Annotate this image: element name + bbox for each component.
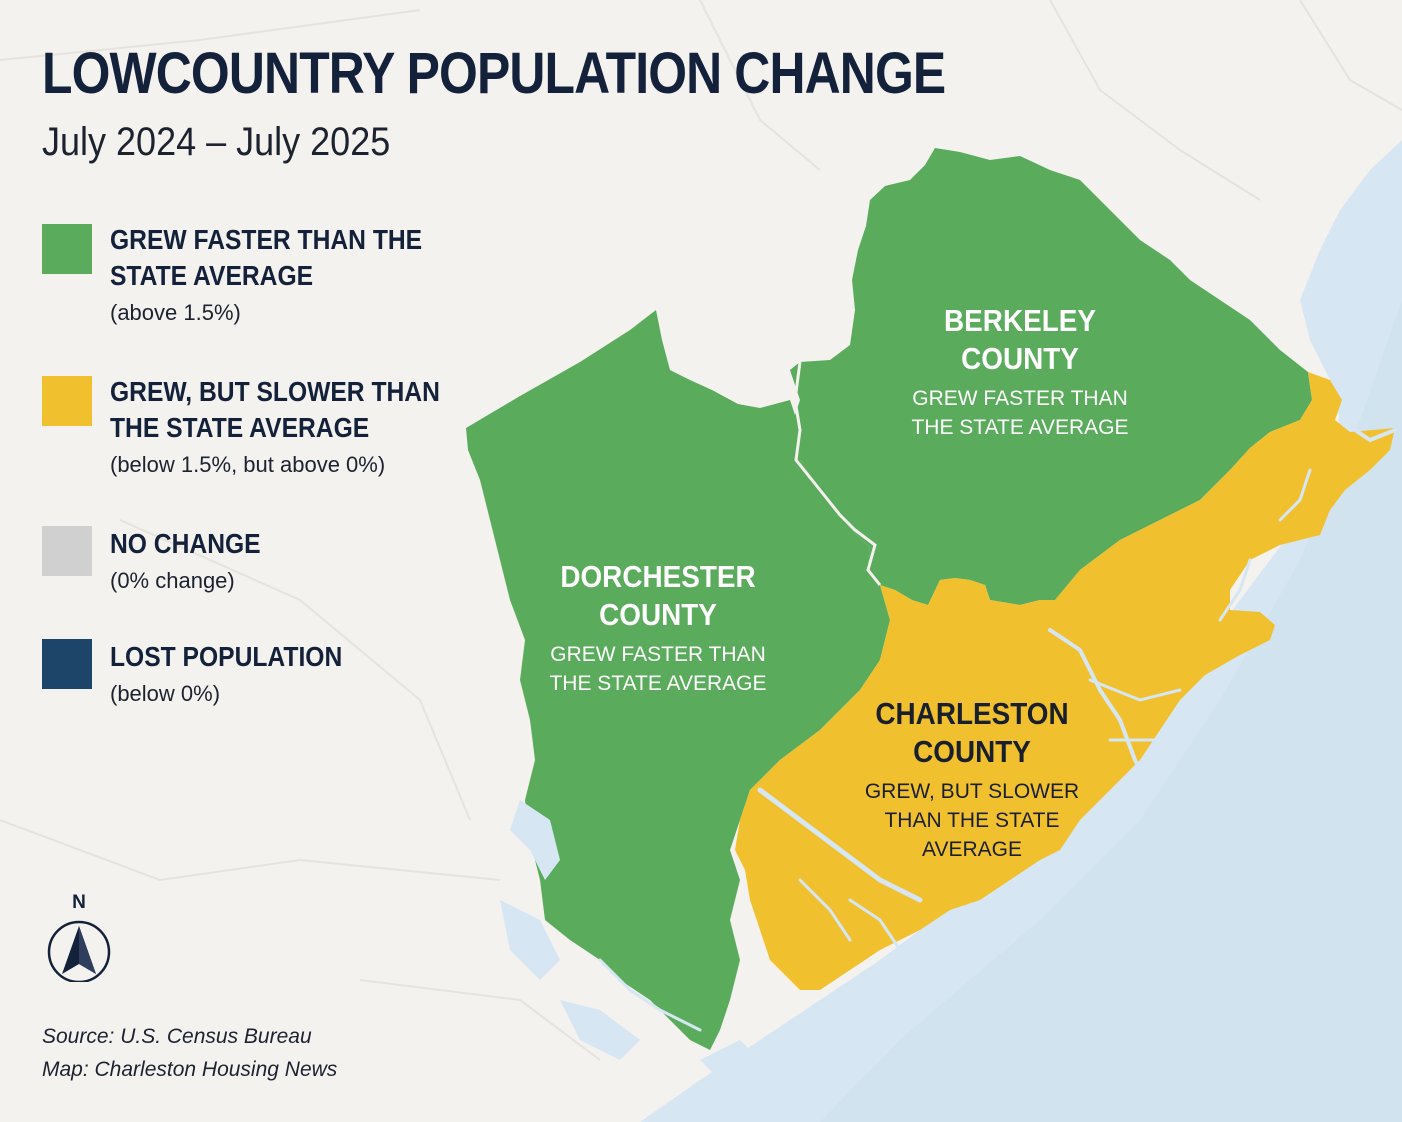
faint-boundaries bbox=[0, 0, 1402, 1061]
legend-item-grew-faster: GREW FASTER THAN THE STATE AVERAGE (abov… bbox=[42, 222, 462, 342]
berkeley-county-shape bbox=[790, 148, 1312, 605]
county-status: GREW FASTER THAN THE STATE AVERAGE bbox=[911, 387, 1129, 439]
legend-item-grew-slower: GREW, BUT SLOWER THAN THE STATE AVERAGE … bbox=[42, 374, 462, 494]
county-status: GREW FASTER THAN THE STATE AVERAGE bbox=[549, 643, 767, 695]
county-divider-river bbox=[793, 361, 882, 586]
legend-heading: LOST POPULATION bbox=[110, 641, 343, 672]
coastal-marsh-water bbox=[500, 800, 760, 1090]
north-label: N bbox=[72, 892, 86, 913]
berkeley-county-label: BERKELEY COUNTY GREW FASTER THAN THE STA… bbox=[910, 302, 1130, 442]
county-name: BERKELEY COUNTY bbox=[944, 303, 1096, 376]
legend-note: (below 1.5%, but above 0%) bbox=[110, 452, 386, 477]
dorchester-county-shape bbox=[466, 310, 890, 1050]
legend-item-lost-population: LOST POPULATION (below 0%) bbox=[42, 639, 462, 719]
legend-swatch-gray bbox=[42, 526, 92, 576]
charleston-county-label: CHARLESTON COUNTY GREW, BUT SLOWER THAN … bbox=[862, 695, 1082, 864]
legend-heading: NO CHANGE bbox=[110, 528, 261, 559]
county-name: DORCHESTER COUNTY bbox=[560, 559, 756, 632]
source-credit: Source: U.S. Census Bureau Map: Charlest… bbox=[42, 1020, 337, 1086]
map-subtitle: July 2024 – July 2025 bbox=[42, 120, 391, 164]
source-line: Source: U.S. Census Bureau bbox=[42, 1025, 312, 1048]
legend-swatch-navy bbox=[42, 639, 92, 689]
map-credit-line: Map: Charleston Housing News bbox=[42, 1058, 338, 1081]
legend-heading: GREW, BUT SLOWER THAN THE STATE AVERAGE bbox=[110, 376, 440, 443]
legend-note: (below 0%) bbox=[110, 681, 221, 706]
dorchester-county-label: DORCHESTER COUNTY GREW FASTER THAN THE S… bbox=[548, 558, 768, 698]
legend-text: GREW FASTER THAN THE STATE AVERAGE (abov… bbox=[110, 222, 470, 328]
compass-icon bbox=[47, 920, 111, 982]
legend-item-no-change: NO CHANGE (0% change) bbox=[42, 526, 462, 606]
legend-heading: GREW FASTER THAN THE STATE AVERAGE bbox=[110, 224, 423, 291]
north-arrow: N bbox=[46, 892, 112, 984]
charleston-county-shape bbox=[735, 372, 1395, 990]
county-status: GREW, BUT SLOWER THAN THE STATE AVERAGE bbox=[864, 780, 1080, 861]
legend-swatch-yellow bbox=[42, 376, 92, 426]
legend-note: (0% change) bbox=[110, 568, 235, 593]
legend-swatch-green bbox=[42, 224, 92, 274]
legend-text: GREW, BUT SLOWER THAN THE STATE AVERAGE … bbox=[110, 374, 470, 480]
map-title: LOWCOUNTRY POPULATION CHANGE bbox=[42, 41, 946, 106]
county-name: CHARLESTON COUNTY bbox=[875, 696, 1069, 769]
legend-text: LOST POPULATION (below 0%) bbox=[110, 639, 470, 709]
legend-note: (above 1.5%) bbox=[110, 300, 241, 325]
legend-text: NO CHANGE (0% change) bbox=[110, 526, 470, 596]
ocean-tint bbox=[820, 300, 1402, 1122]
rivers-and-marsh bbox=[598, 418, 1397, 1032]
